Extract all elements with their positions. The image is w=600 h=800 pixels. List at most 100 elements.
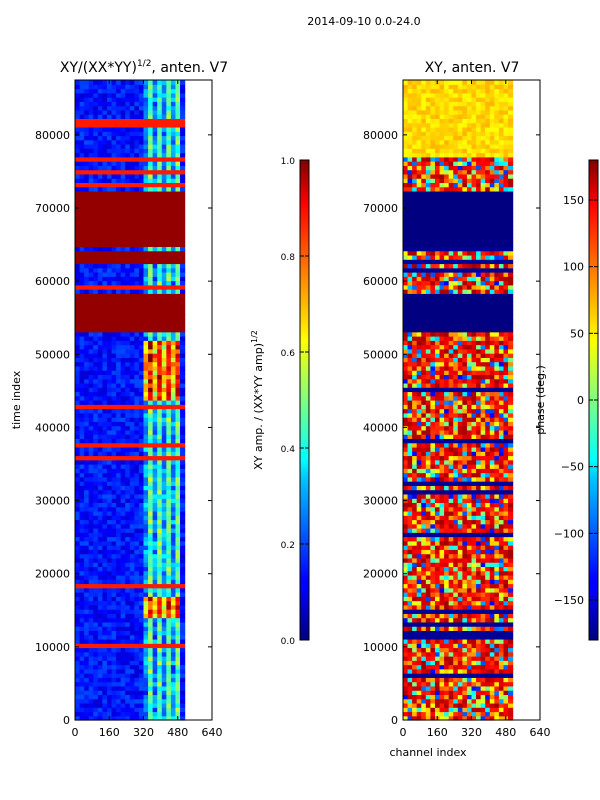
heatmap-cell xyxy=(120,186,126,192)
heatmap-cell xyxy=(102,651,108,657)
heatmap-cell xyxy=(143,344,149,350)
heatmap-cell xyxy=(180,459,186,465)
heatmap-cell xyxy=(166,523,172,529)
heatmap-cell xyxy=(175,690,181,695)
heatmap-cell xyxy=(106,267,113,273)
heatmap-cell xyxy=(166,681,172,687)
heatmap-cell xyxy=(448,553,454,559)
heatmap-cell xyxy=(166,583,172,589)
heatmap-cell xyxy=(125,472,131,478)
heatmap-cell xyxy=(106,195,113,201)
heatmap-cell xyxy=(134,88,140,94)
heatmap-cell xyxy=(416,685,422,691)
heatmap-cell xyxy=(416,673,422,678)
heatmap-cell xyxy=(120,387,126,393)
heatmap-cell xyxy=(180,528,186,533)
heatmap-cell xyxy=(170,208,177,213)
heatmap-cell xyxy=(403,651,409,657)
heatmap-cell xyxy=(106,498,113,503)
heatmap-cell xyxy=(143,638,149,644)
heatmap-cell xyxy=(134,707,140,713)
heatmap-cell xyxy=(166,250,172,256)
heatmap-cell xyxy=(407,498,413,503)
heatmap-cell xyxy=(180,532,186,538)
heatmap-cell xyxy=(97,421,103,427)
heatmap-cell xyxy=(175,677,181,683)
heatmap-cell xyxy=(498,707,505,713)
heatmap-cell xyxy=(120,528,126,533)
heatmap-cell xyxy=(120,135,126,141)
heatmap-cell xyxy=(416,702,422,708)
heatmap-cell xyxy=(170,664,177,670)
heatmap-cell xyxy=(93,545,99,550)
heatmap-cell xyxy=(166,506,172,512)
heatmap-cell xyxy=(120,161,126,166)
heatmap-cell xyxy=(111,88,117,94)
heatmap-cell xyxy=(485,587,491,593)
heatmap-cell xyxy=(143,532,149,538)
heatmap-cell xyxy=(143,600,149,606)
heatmap-cell xyxy=(448,681,454,687)
heatmap-cell xyxy=(75,510,81,516)
heatmap-cell xyxy=(129,711,135,717)
heatmap-cell xyxy=(466,489,473,495)
heatmap-cell xyxy=(430,685,436,691)
heatmap-cell xyxy=(88,502,94,508)
heatmap-cell xyxy=(93,634,99,640)
heatmap-cell xyxy=(180,583,186,589)
heatmap-cell xyxy=(430,647,436,653)
heatmap-cell xyxy=(143,361,149,367)
heatmap-cell xyxy=(84,519,90,525)
heatmap-cell xyxy=(75,455,81,461)
heatmap-cell xyxy=(125,344,131,350)
heatmap-cell xyxy=(170,314,177,320)
heatmap-cell xyxy=(138,336,145,341)
heatmap-cell xyxy=(116,126,122,132)
heatmap-cell xyxy=(97,131,103,137)
heatmap-cell xyxy=(166,519,172,525)
heatmap-cell xyxy=(476,570,482,576)
heatmap-cell xyxy=(407,694,413,700)
heatmap-cell xyxy=(175,152,181,158)
heatmap-cell xyxy=(88,451,94,457)
heatmap-cell xyxy=(111,656,117,661)
heatmap-cell xyxy=(120,306,126,311)
heatmap-cell xyxy=(143,259,149,265)
heatmap-cell xyxy=(161,515,167,521)
heatmap-cell xyxy=(430,553,436,559)
heatmap-cell xyxy=(143,528,149,533)
heatmap-cell xyxy=(84,382,90,388)
heatmap-cell xyxy=(120,144,126,149)
heatmap-cell xyxy=(125,229,131,235)
heatmap-cell xyxy=(466,647,473,653)
heatmap-cell xyxy=(88,378,94,384)
heatmap-cell xyxy=(129,195,135,201)
heatmap-cell xyxy=(170,647,177,653)
heatmap-cell xyxy=(175,545,181,550)
heatmap-cell xyxy=(93,536,99,542)
heatmap-cell xyxy=(106,246,113,252)
heatmap-cell xyxy=(448,677,454,683)
heatmap-cell xyxy=(180,84,186,90)
heatmap-cell xyxy=(143,592,149,597)
heatmap-cell xyxy=(503,566,509,572)
heatmap-cell xyxy=(106,353,113,358)
heatmap-cell xyxy=(457,651,463,657)
heatmap-cell xyxy=(471,630,477,636)
heatmap-cell xyxy=(157,660,163,666)
heatmap-cell xyxy=(175,600,181,606)
heatmap-cell xyxy=(148,502,154,508)
heatmap-cell xyxy=(157,135,163,141)
heatmap-cell xyxy=(102,109,108,115)
heatmap-cell xyxy=(134,306,140,311)
heatmap-cell xyxy=(175,391,181,397)
heatmap-cell xyxy=(75,88,81,94)
heatmap-cell xyxy=(166,651,172,657)
heatmap-cell xyxy=(79,88,85,94)
heatmap-cell xyxy=(412,656,418,661)
heatmap-cell xyxy=(79,600,85,606)
heatmap-cell xyxy=(471,609,477,614)
heatmap-cell xyxy=(125,152,131,158)
heatmap-cell xyxy=(143,613,149,619)
heatmap-cell xyxy=(180,297,186,303)
